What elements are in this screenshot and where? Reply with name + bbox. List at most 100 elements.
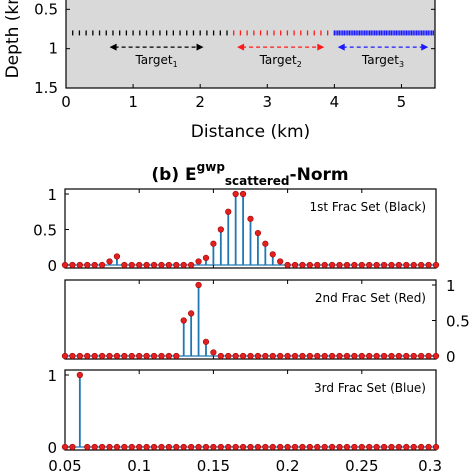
target-label: Target2 [259, 53, 302, 69]
stem-marker [425, 443, 432, 451]
stem-marker [232, 443, 239, 451]
stem-marker [98, 352, 106, 360]
stem-marker [262, 352, 269, 360]
panel-a-axes: 0 1 2 3 4 5 0.5 1 1.5 [34, 0, 435, 111]
stem-marker [418, 352, 425, 360]
stem-marker [69, 352, 76, 360]
stem-marker [432, 443, 440, 451]
panel-a-ytick-label: 1 [48, 40, 58, 58]
stem-marker [336, 352, 343, 360]
stem-marker [180, 261, 187, 269]
panel-b-title: (b) Egwpscattered-Norm [151, 160, 348, 188]
panel-b-xtick-label: 0.15 [197, 457, 230, 474]
stem-marker [299, 352, 306, 360]
panel-b-title-suffix: -Norm [290, 165, 349, 185]
stem-marker [61, 352, 69, 360]
panel-a-xtick-label: 0 [61, 93, 71, 111]
stem-marker [380, 443, 388, 451]
panel-b-xticks: 0.05 0.1 0.15 0.2 0.25 0.3 [48, 457, 442, 474]
stem-marker [76, 371, 83, 379]
stem-subplot-3: 0 1 3rd Frac Set (Blue) [47, 367, 440, 457]
stem-marker [284, 443, 291, 451]
stem-marker [91, 352, 98, 360]
panel-b-subplots: 0 0.5 1 1st Frac Set (Black) 0 0.5 1 2nd Frac S… [33, 186, 470, 457]
stem-marker [195, 258, 202, 265]
stem-marker [84, 261, 91, 269]
subplot-label: 2nd Frac Set (Red) [315, 291, 426, 305]
panel-a-ytick-label: 0.5 [34, 0, 58, 18]
stem-marker [202, 254, 210, 261]
panel-a-xtick-label: 4 [330, 93, 340, 111]
stem-marker [321, 352, 328, 360]
stem-marker [158, 443, 165, 451]
panel-a-xlabel: Distance (km) [191, 122, 310, 142]
stem-marker [269, 352, 276, 360]
stem-marker [336, 261, 343, 269]
stem-marker [291, 352, 299, 360]
stem-marker [128, 352, 135, 360]
stem-marker [91, 443, 98, 451]
stem-marker [202, 443, 210, 451]
stem-marker [128, 261, 135, 269]
target-2: Target2 [237, 43, 325, 69]
panel-b-title-superscript: gwp [197, 160, 226, 174]
stem-marker [239, 190, 247, 198]
stem-marker [195, 443, 202, 451]
stem-marker [299, 261, 306, 269]
stem-marker [232, 352, 239, 360]
stem-marker [106, 352, 113, 360]
stem-marker [410, 352, 417, 360]
stem-marker [91, 261, 98, 269]
stem-marker [143, 443, 150, 451]
stem-marker [373, 352, 380, 360]
stem-marker [425, 352, 432, 360]
stem-marker [136, 443, 143, 451]
stem-marker [351, 352, 358, 360]
panel-b-xtick-label: 0.2 [276, 457, 300, 474]
target-arrow-head-right [317, 43, 325, 51]
stem-marker [410, 261, 417, 269]
stem-marker [136, 261, 143, 269]
stem-marker [329, 443, 336, 451]
stem-marker [306, 352, 313, 360]
stem-marker [158, 352, 165, 360]
subplot-ytick-label: 1 [446, 277, 456, 295]
stem-marker [143, 352, 150, 360]
panel-b-xtick-label: 0.05 [48, 457, 81, 474]
panel-a-ylabel: Depth (km) [3, 0, 23, 78]
fracture-set-2 [233, 30, 336, 36]
stem-marker [284, 352, 291, 360]
stem-marker [195, 281, 202, 289]
stem-marker [403, 261, 410, 269]
target-arrow-head-right [421, 43, 429, 51]
stem-marker [188, 443, 195, 451]
stem-marker [180, 443, 187, 451]
stem-marker [202, 338, 210, 345]
stem-marker [121, 261, 128, 269]
stem-marker [165, 261, 172, 269]
stem-marker [84, 352, 91, 360]
panel-a-background [65, 0, 436, 89]
stem-marker [299, 443, 306, 451]
stem-marker [343, 443, 351, 451]
stem-marker [254, 443, 262, 451]
stem-marker [84, 443, 91, 451]
stem-marker [210, 349, 217, 356]
stem-marker [106, 443, 113, 451]
stem-marker [291, 261, 299, 269]
stem-marker [165, 443, 172, 451]
stem-marker [69, 443, 76, 451]
stem-marker [158, 261, 165, 269]
target-arrow-head-left [109, 43, 117, 51]
stem-marker [410, 443, 417, 451]
stem-marker [173, 443, 180, 451]
stem-marker [343, 261, 351, 269]
target-arrow-head-left [337, 43, 345, 51]
stem-marker [239, 443, 247, 451]
stem-marker [247, 352, 254, 360]
stem-marker [321, 443, 328, 451]
stem-marker [373, 443, 380, 451]
stem-marker [173, 352, 180, 360]
stem-marker [225, 208, 232, 215]
